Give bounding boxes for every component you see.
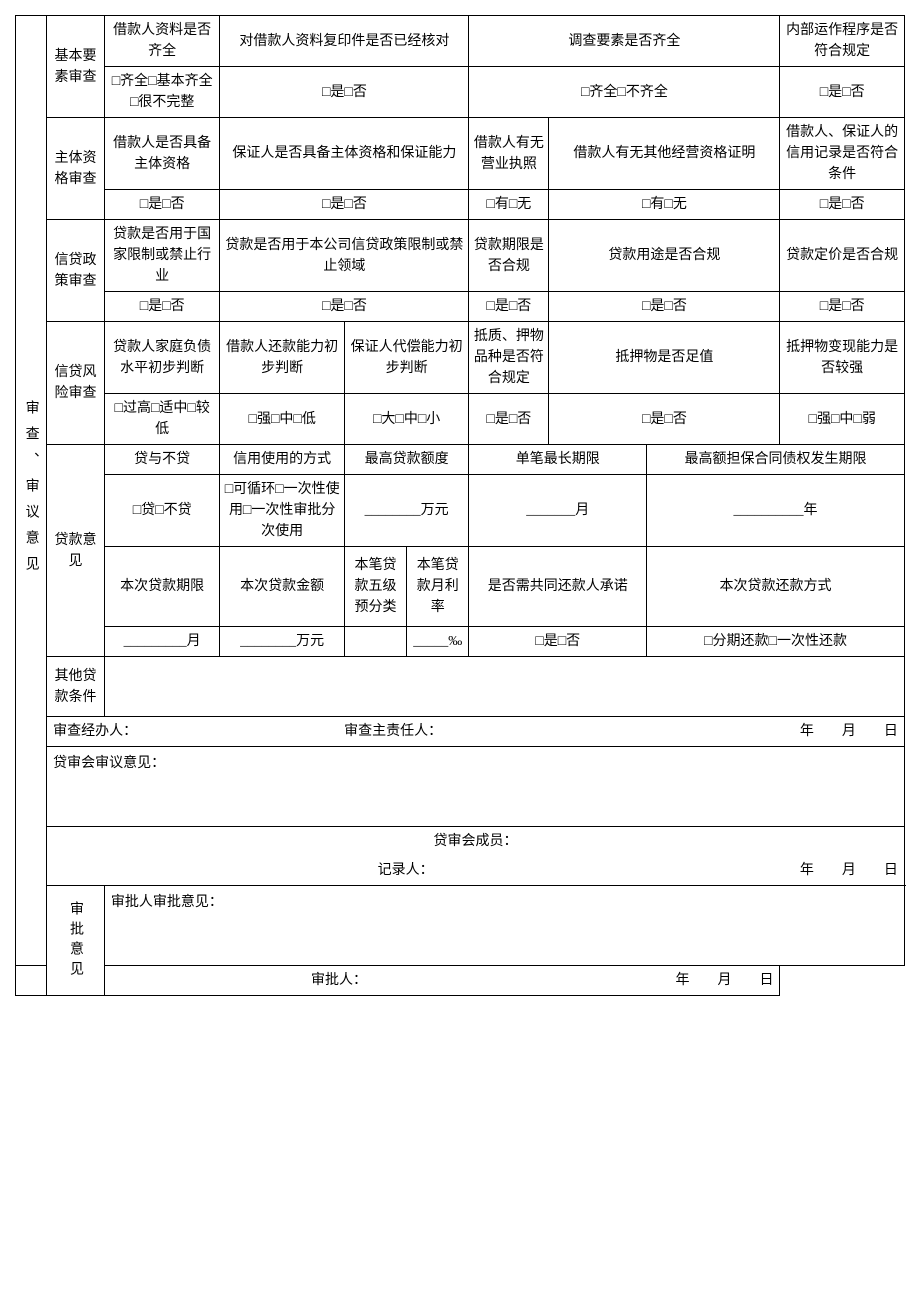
s2-h3: 借款人有无营业执照 — [469, 118, 549, 190]
s2-a5[interactable]: □是□否 — [780, 190, 904, 220]
s2-a4[interactable]: □有□无 — [549, 190, 780, 220]
s5-r2h4: 本笔贷款月利率 — [407, 547, 469, 627]
s1-h3: 调查要素是否齐全 — [469, 16, 780, 67]
s5-r2a1[interactable]: _________月 — [104, 627, 220, 657]
s5-r1h2: 信用使用的方式 — [220, 445, 344, 475]
s5-label: 贷款意见 — [47, 445, 105, 657]
review-sign-row: 审查经办人： 审查主责任人： 年 月 日 — [47, 717, 905, 747]
s4-a3[interactable]: □大□中□小 — [344, 394, 468, 445]
loan-review-table: 审查、审议意见 基本要素审查 借款人资料是否齐全 对借款人资料复印件是否已经核对… — [15, 15, 905, 996]
s5-r1a1[interactable]: □贷□不贷 — [104, 475, 220, 547]
s3-a5[interactable]: □是□否 — [780, 292, 904, 322]
s4-a5[interactable]: □是□否 — [549, 394, 780, 445]
s5-r1a4[interactable]: _______月 — [469, 475, 647, 547]
s5-r2a2[interactable]: ________万元 — [220, 627, 344, 657]
s5-r2h2: 本次贷款金额 — [220, 547, 344, 627]
s3-h4: 贷款用途是否合规 — [549, 220, 780, 292]
s2-a3[interactable]: □有□无 — [469, 190, 549, 220]
s2-h1: 借款人是否具备主体资格 — [104, 118, 220, 190]
s5-r2h1: 本次贷款期限 — [104, 547, 220, 627]
s1-a2[interactable]: □是□否 — [220, 67, 469, 118]
s4-h6: 抵押物变现能力是否较强 — [780, 322, 904, 394]
handler-label: 审查经办人： — [53, 724, 137, 739]
s5-r1h5: 最高额担保合同债权发生期限 — [647, 445, 905, 475]
recorder-label: 记录人： — [378, 863, 434, 878]
s5-r2h5: 是否需共同还款人承诺 — [469, 547, 647, 627]
s4-h5: 抵押物是否足值 — [549, 322, 780, 394]
s5-r1a2[interactable]: □可循环□一次性使用□一次性审批分次使用 — [220, 475, 344, 547]
s2-label: 主体资格审查 — [47, 118, 105, 220]
approver-label: 审批人： — [311, 973, 367, 988]
s4-a2[interactable]: □强□中□低 — [220, 394, 344, 445]
s3-h5: 贷款定价是否合规 — [780, 220, 904, 292]
s2-a2[interactable]: □是□否 — [220, 190, 469, 220]
s3-h2: 贷款是否用于本公司信贷政策限制或禁止领域 — [220, 220, 469, 292]
s1-a1[interactable]: □齐全□基本齐全□很不完整 — [104, 67, 220, 118]
s1-h2: 对借款人资料复印件是否已经核对 — [220, 16, 469, 67]
s3-h3: 贷款期限是否合规 — [469, 220, 549, 292]
s1-a4[interactable]: □是□否 — [780, 67, 904, 118]
s4-label: 信贷风险审查 — [47, 322, 105, 445]
s4-h1: 贷款人家庭负债水平初步判断 — [104, 322, 220, 394]
s2-h2: 保证人是否具备主体资格和保证能力 — [220, 118, 469, 190]
s1-h4: 内部运作程序是否符合规定 — [780, 16, 904, 67]
s5-r2h3: 本笔贷款五级预分类 — [344, 547, 406, 627]
s4-a6[interactable]: □强□中□弱 — [780, 394, 904, 445]
s1-h1: 借款人资料是否齐全 — [104, 16, 220, 67]
s3-a1[interactable]: □是□否 — [104, 292, 220, 322]
approval-title: 审批人审批意见： — [104, 886, 904, 966]
s2-h5: 借款人、保证人的信用记录是否符合条件 — [780, 118, 904, 190]
s1-label: 基本要素审查 — [47, 16, 105, 118]
side-label-review: 审查、审议意见 — [16, 16, 47, 966]
s6-content[interactable] — [104, 657, 904, 717]
s4-a1[interactable]: □过高□适中□较低 — [104, 394, 220, 445]
s5-r1h4: 单笔最长期限 — [469, 445, 647, 475]
responsible-label: 审查主责任人： — [344, 724, 442, 739]
s3-a2[interactable]: □是□否 — [220, 292, 469, 322]
s4-a4[interactable]: □是□否 — [469, 394, 549, 445]
s4-h2: 借款人还款能力初步判断 — [220, 322, 344, 394]
s5-r2h6: 本次贷款还款方式 — [647, 547, 905, 627]
sig1-date: 年 月 日 — [800, 721, 898, 742]
approval-date: 年 月 日 — [675, 970, 773, 991]
s5-r1h1: 贷与不贷 — [104, 445, 220, 475]
approval-sign-row: 审批人： 年 月 日 — [16, 966, 780, 996]
committee-members: 贷审会成员： — [47, 827, 905, 857]
s5-r2a3[interactable] — [344, 627, 406, 657]
committee-date: 年 月 日 — [800, 860, 898, 881]
s5-r2a5[interactable]: □是□否 — [469, 627, 647, 657]
s2-a1[interactable]: □是□否 — [104, 190, 220, 220]
s5-r1a3[interactable]: ________万元 — [344, 475, 468, 547]
s3-label: 信贷政策审查 — [47, 220, 105, 322]
s3-h1: 贷款是否用于国家限制或禁止行业 — [104, 220, 220, 292]
s3-a3[interactable]: □是□否 — [469, 292, 549, 322]
committee-title: 贷审会审议意见： — [47, 747, 905, 827]
s5-r2a4[interactable]: _____‰ — [407, 627, 469, 657]
s6-label: 其他贷款条件 — [47, 657, 105, 717]
s5-r2a6[interactable]: □分期还款□一次性还款 — [647, 627, 905, 657]
s4-h4: 抵质、押物品种是否符合规定 — [469, 322, 549, 394]
s2-h4: 借款人有无其他经营资格证明 — [549, 118, 780, 190]
s5-r1a5[interactable]: __________年 — [647, 475, 905, 547]
s3-a4[interactable]: □是□否 — [549, 292, 780, 322]
s5-r1h3: 最高贷款额度 — [344, 445, 468, 475]
committee-sign-row: 记录人： 年 月 日 — [47, 856, 905, 886]
s4-h3: 保证人代偿能力初步判断 — [344, 322, 468, 394]
s1-a3[interactable]: □齐全□不齐全 — [469, 67, 780, 118]
